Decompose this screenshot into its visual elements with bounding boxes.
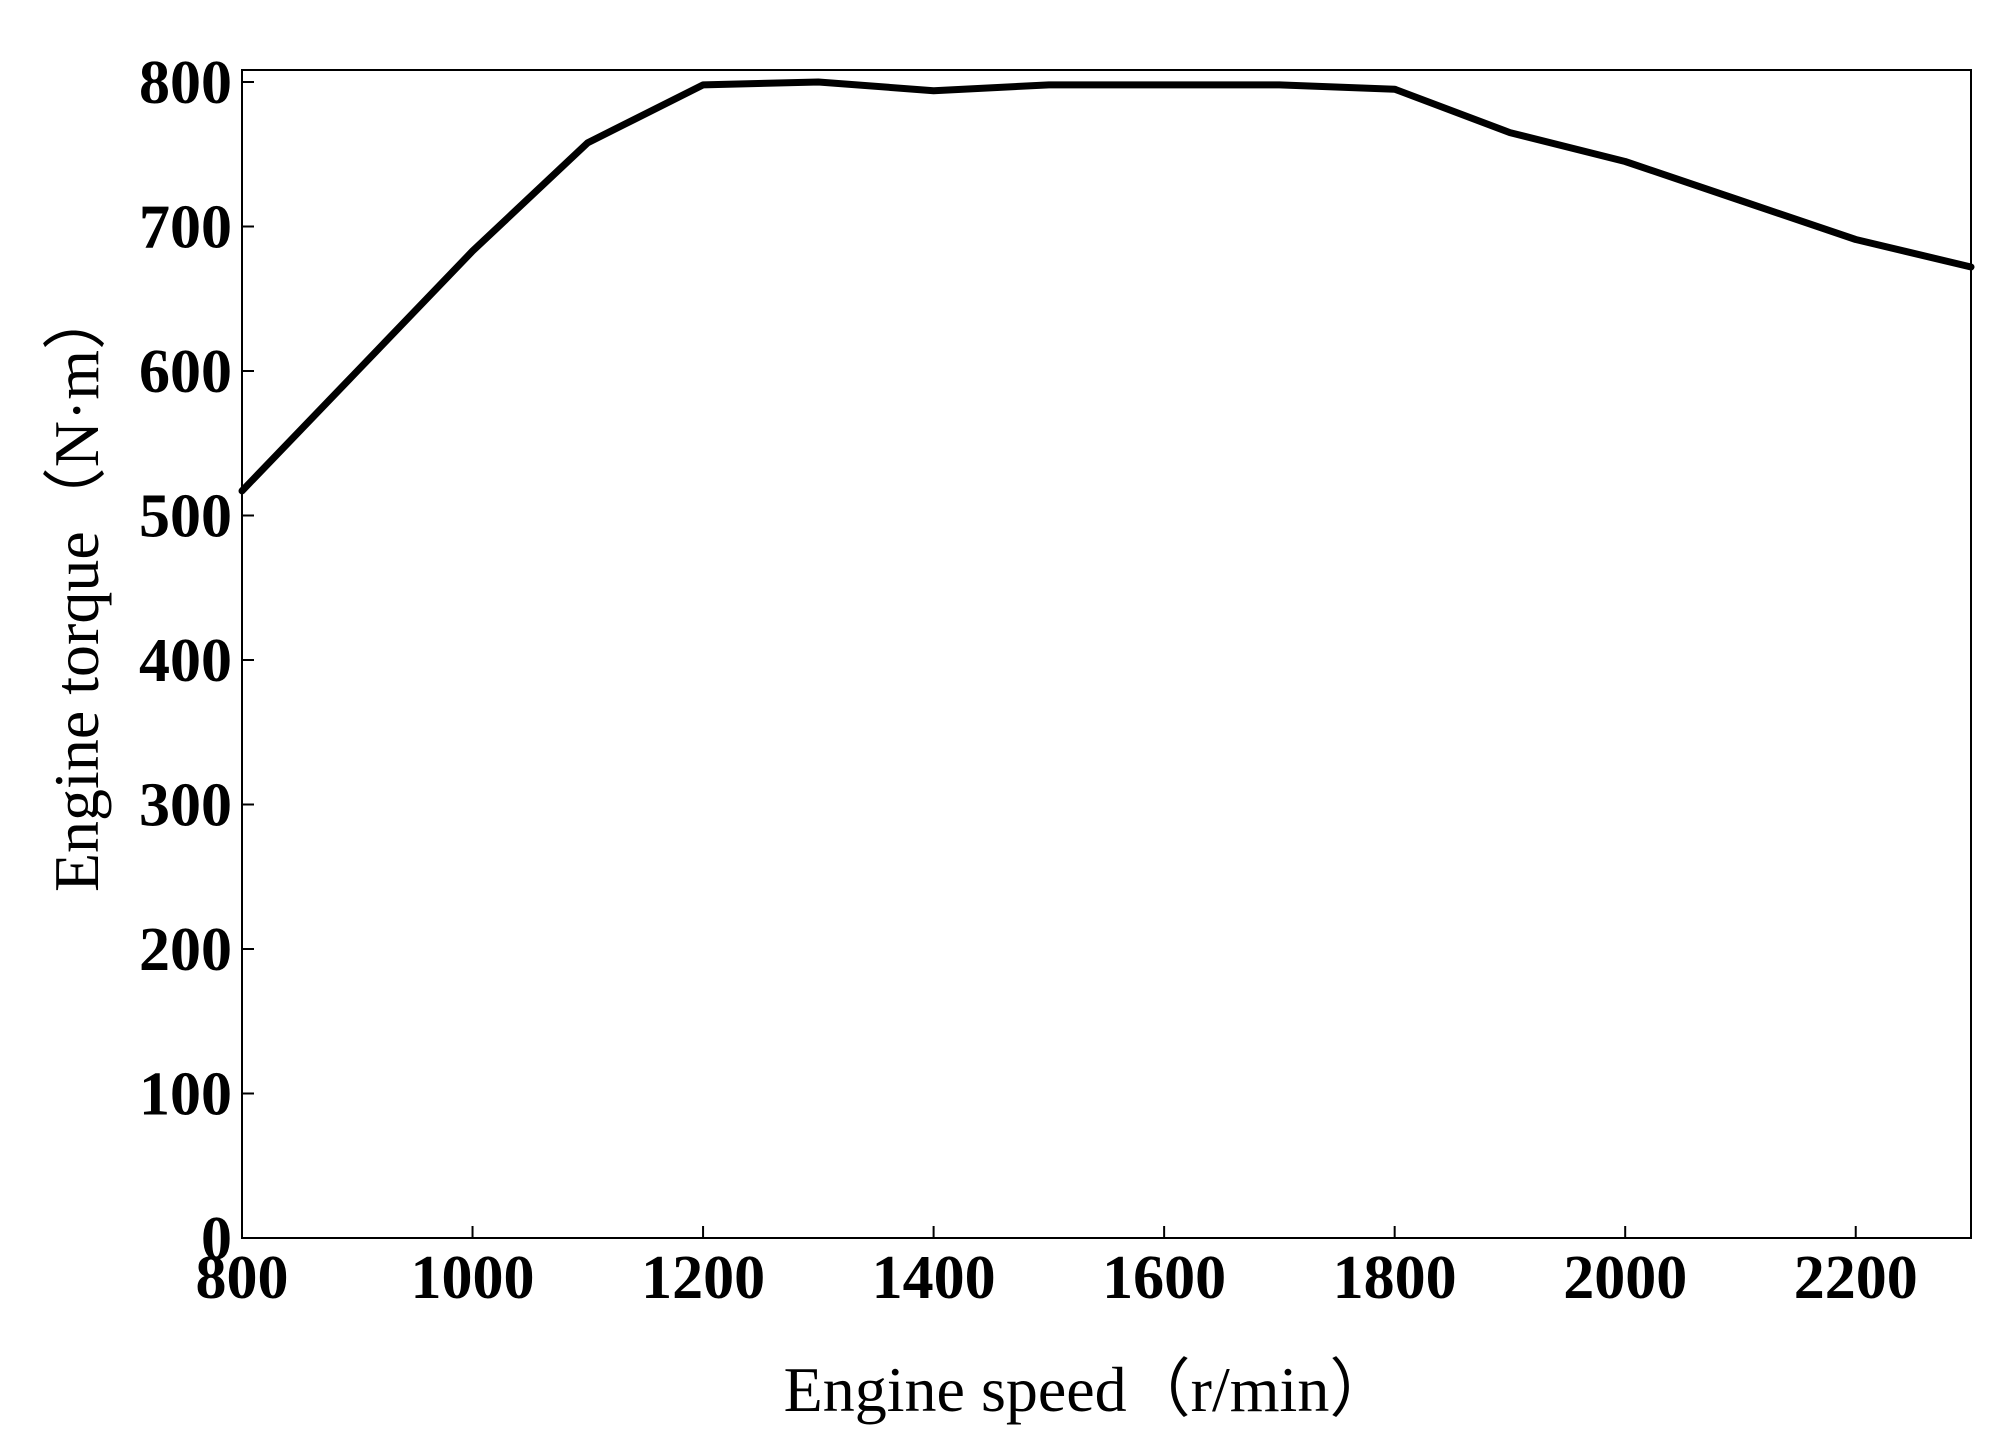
x-tick-label: 1400: [872, 1244, 996, 1312]
x-tick-label: 1000: [411, 1244, 535, 1312]
y-tick-label: 0: [201, 1205, 232, 1273]
x-tick-label: 2200: [1794, 1244, 1918, 1312]
y-tick-label: 100: [139, 1061, 232, 1129]
y-tick-label: 300: [139, 772, 232, 840]
x-tick-label: 1600: [1102, 1244, 1226, 1312]
x-tick-label: 1800: [1333, 1244, 1457, 1312]
chart-marks: [238, 78, 1975, 495]
y-tick-label: 200: [139, 916, 232, 984]
x-tick-label: 1200: [641, 1244, 765, 1312]
y-tick-label: 600: [139, 338, 232, 406]
y-tick-label: 800: [139, 49, 232, 117]
x-axis-title: Engine speed（r/min）: [784, 1354, 1394, 1425]
x-tick-label: 800: [196, 1244, 289, 1312]
plot-frame: [241, 69, 1972, 1239]
torque-series-line: [238, 78, 1975, 495]
y-tick-label: 500: [139, 483, 232, 551]
x-axis: 800 1000 1200 1400 1600 1800 2000 2200: [196, 1226, 1918, 1312]
y-tick-label: 700: [139, 194, 232, 262]
y-tick-label: 400: [139, 627, 232, 695]
y-axis-title: Engine torque（N·m）: [41, 286, 112, 892]
x-tick-label: 2000: [1563, 1244, 1687, 1312]
y-axis: 0 100 200 300 400 500 600 700 800: [139, 49, 254, 1273]
